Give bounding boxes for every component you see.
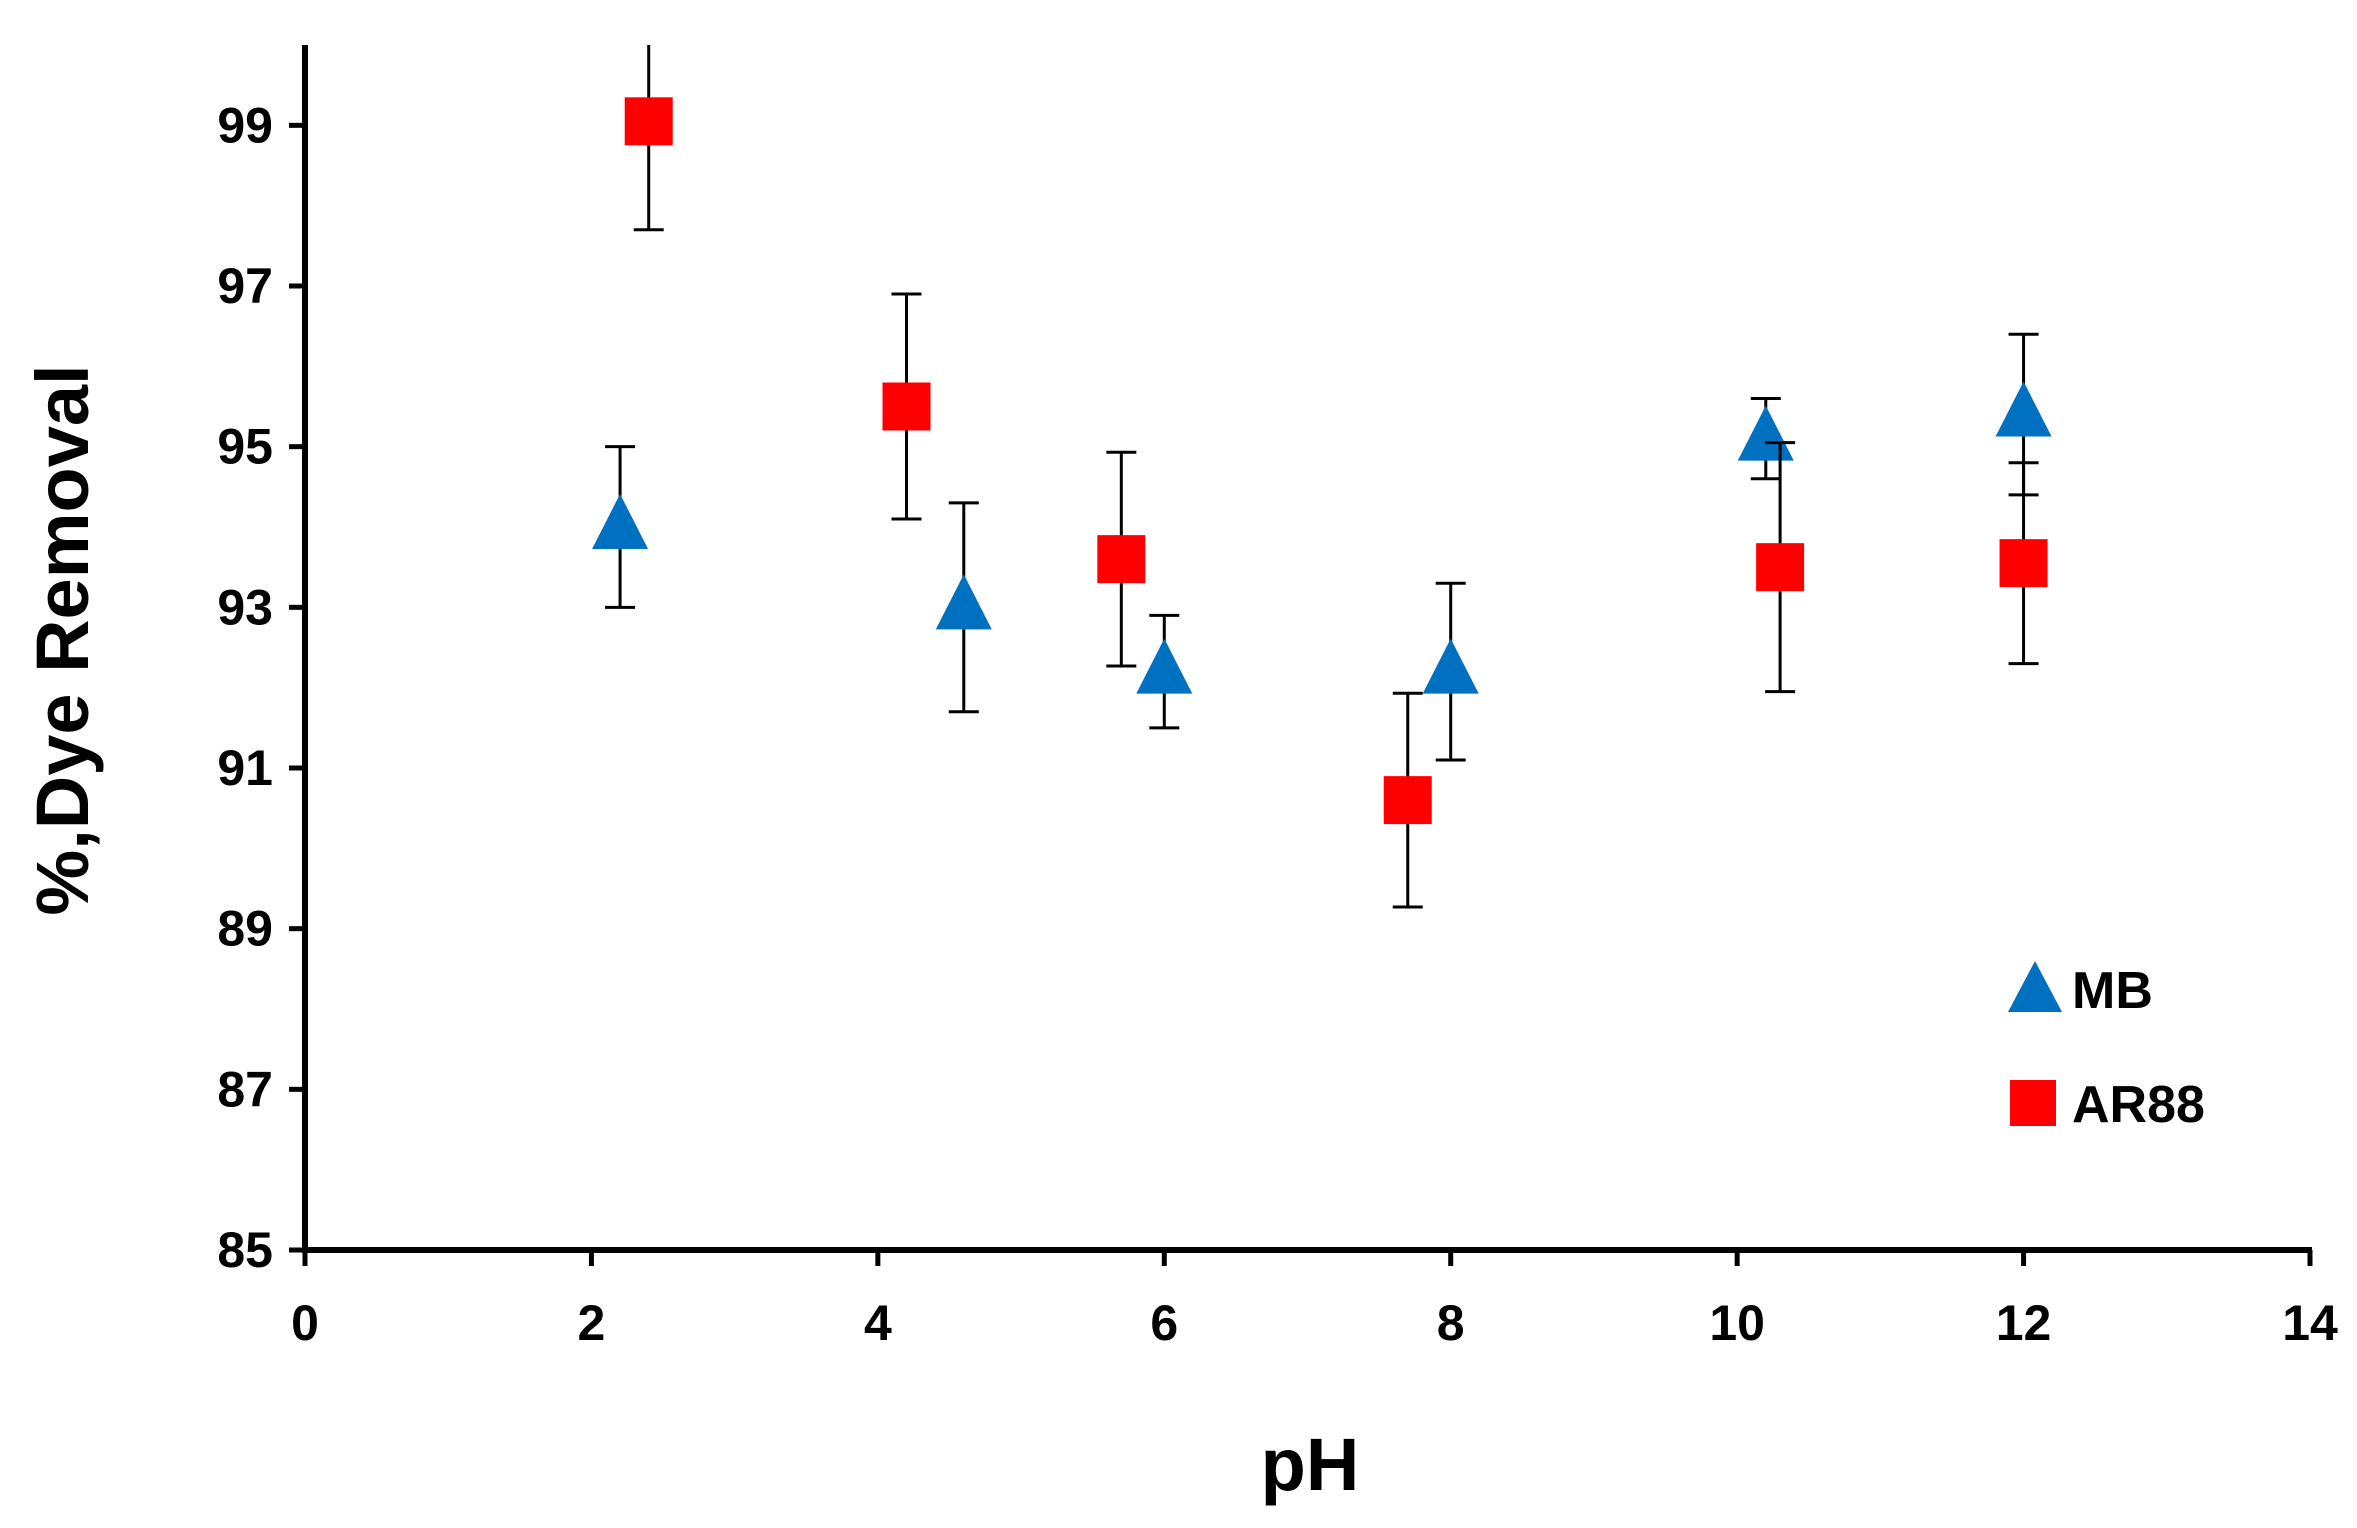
marker-mb bbox=[935, 574, 992, 630]
legend-item-ar88: AR88 bbox=[2010, 1076, 2205, 1134]
y-tick-label: 91 bbox=[217, 740, 273, 796]
marker-ar88 bbox=[1097, 535, 1146, 584]
marker-mb bbox=[592, 494, 649, 549]
legend-ar88-marker bbox=[2010, 1080, 2056, 1126]
legend-item-mb: MB bbox=[2008, 961, 2153, 1020]
x-tick-label: 10 bbox=[1709, 1295, 1765, 1351]
legend: MB AR88 bbox=[2008, 961, 2205, 1134]
x-tick-label: 14 bbox=[2282, 1295, 2338, 1351]
legend-mb-label: MB bbox=[2072, 962, 2153, 1020]
marker-ar88 bbox=[1999, 539, 2048, 588]
axes bbox=[302, 45, 2312, 1253]
marker-ar88 bbox=[1756, 543, 1805, 592]
x-tick-label: 0 bbox=[291, 1295, 319, 1351]
marker-ar88 bbox=[882, 382, 931, 431]
marker-ar88 bbox=[1383, 776, 1432, 825]
x-tick-label: 12 bbox=[1996, 1295, 2052, 1351]
x-tick-label: 4 bbox=[864, 1295, 892, 1351]
legend-mb-marker bbox=[2008, 961, 2062, 1012]
y-tick-label: 89 bbox=[217, 901, 273, 957]
marker-mb bbox=[1136, 638, 1193, 694]
x-axis-title: pH bbox=[1261, 1423, 1360, 1506]
y-tick-label: 99 bbox=[217, 97, 273, 153]
y-tick-label: 93 bbox=[217, 579, 273, 635]
marker-ar88 bbox=[624, 97, 673, 146]
y-ticks: 85 87 89 91 93 95 97 99 bbox=[217, 97, 305, 1278]
marker-mb bbox=[1995, 381, 2052, 437]
y-tick-label: 95 bbox=[217, 419, 273, 475]
y-tick-label: 87 bbox=[217, 1061, 273, 1117]
y-tick-label: 85 bbox=[217, 1222, 273, 1278]
plot-area bbox=[592, 45, 2052, 909]
y-axis-title: %,Dye Removal bbox=[21, 364, 104, 915]
x-tick-label: 2 bbox=[578, 1295, 606, 1351]
y-tick-label: 97 bbox=[217, 258, 273, 314]
x-tick-label: 6 bbox=[1150, 1295, 1178, 1351]
x-ticks: 0 2 4 6 8 10 12 14 bbox=[291, 1250, 2338, 1351]
x-tick-label: 8 bbox=[1437, 1295, 1465, 1351]
series-ar88 bbox=[624, 45, 2048, 909]
legend-ar88-label: AR88 bbox=[2072, 1076, 2205, 1134]
marker-mb bbox=[1422, 638, 1479, 694]
